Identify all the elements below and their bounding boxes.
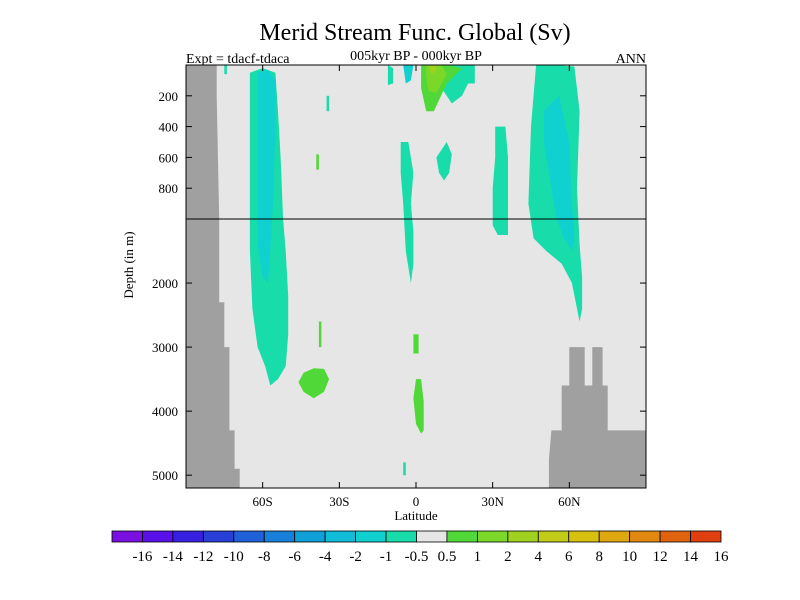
y-tick-label: 800	[159, 181, 179, 196]
y-tick-label: 600	[159, 150, 179, 165]
x-axis-label: Latitude	[394, 508, 438, 523]
x-tick-label: 30N	[481, 494, 504, 509]
contour-region	[403, 462, 406, 476]
colorbar-label: 8	[595, 549, 603, 565]
colorbar-swatch	[537, 530, 570, 543]
y-tick-label: 400	[159, 120, 179, 135]
colorbar-label: -1	[380, 549, 393, 565]
colorbar-label: -16	[132, 549, 152, 565]
contour-region	[403, 65, 414, 84]
contour-fill-layer	[224, 65, 583, 476]
y-tick-label: 2000	[152, 276, 178, 291]
colorbar-swatch	[202, 530, 235, 543]
land-mask	[186, 65, 240, 488]
colorbar-swatch	[659, 530, 691, 543]
x-tick-label: 60N	[558, 494, 581, 509]
contour-region	[436, 142, 452, 181]
period-label: 005kyr BP - 000kyr BP	[350, 49, 482, 64]
colorbar-swatch	[142, 530, 174, 543]
colorbar-label: -12	[193, 549, 213, 565]
chart-title: Merid Stream Func. Global (Sv)	[259, 20, 570, 46]
contour-region	[387, 65, 393, 85]
axis-ticks: 60S 30S 0 30N 60N 200 400 600 800 2000 3000 4000 500…	[152, 65, 646, 509]
colorbar-swatch	[690, 530, 722, 543]
contour-region	[428, 65, 437, 75]
colorbar-swatch	[568, 530, 600, 543]
colorbar-label: 10	[622, 549, 637, 565]
colorbar-label: -2	[349, 549, 362, 565]
colorbar-label: -8	[258, 549, 271, 565]
contour-region	[224, 65, 227, 75]
contour-region	[400, 142, 414, 283]
contour-region	[543, 95, 575, 251]
colorbar-swatch	[385, 530, 417, 543]
colorbar-swatch	[446, 530, 478, 543]
colorbar-label: -4	[319, 549, 332, 565]
colorbar-label: 4	[535, 549, 543, 565]
colorbar-swatch	[172, 530, 204, 543]
colorbar-label: -14	[163, 549, 183, 565]
colorbar-label: 1	[474, 549, 482, 565]
colorbar-swatch	[294, 530, 326, 543]
colorbar-swatch	[111, 530, 143, 543]
contour-region	[462, 65, 475, 84]
contour-region	[316, 154, 319, 170]
colorbar-label: 0.5	[438, 549, 457, 565]
colorbar-swatch	[416, 530, 448, 543]
colorbar-swatch	[629, 530, 661, 543]
colorbar: -16 -14 -12 -10 -8 -6 -4 -2 -1 -0.5 0.5 1 2 4 6 8 10 12 14…	[111, 530, 730, 565]
y-tick-label: 200	[159, 89, 179, 104]
colorbar-swatch	[598, 530, 631, 543]
season-label: ANN	[616, 52, 646, 67]
colorbar-label: 6	[565, 549, 573, 565]
land-mask	[548, 347, 646, 488]
y-axis-label: Depth (in m)	[121, 231, 136, 298]
x-tick-label: 30S	[329, 494, 349, 509]
colorbar-label: 2	[504, 549, 512, 565]
colorbar-label: -10	[224, 549, 244, 565]
x-tick-label: 0	[413, 494, 420, 509]
contour-region	[318, 321, 322, 348]
experiment-label: Expt = tdacf-tdaca	[186, 52, 290, 67]
colorbar-swatch	[233, 530, 265, 543]
contour-region	[492, 126, 508, 235]
contour-region	[413, 334, 419, 354]
y-tick-label: 5000	[152, 468, 178, 483]
contour-region	[413, 379, 424, 434]
colorbar-label: -6	[288, 549, 301, 565]
colorbar-swatch	[324, 530, 356, 543]
colorbar-swatch	[476, 530, 509, 543]
colorbar-label: 14	[683, 549, 699, 565]
colorbar-swatch	[263, 530, 296, 543]
colorbar-label: 16	[714, 549, 730, 565]
contour-region	[326, 95, 330, 112]
contour-region	[298, 368, 330, 399]
colorbar-swatch	[355, 530, 387, 543]
y-tick-label: 4000	[152, 404, 178, 419]
colorbar-label: -0.5	[405, 549, 429, 565]
contour-region	[257, 69, 276, 283]
y-tick-label: 3000	[152, 340, 178, 355]
land-mask-layer	[186, 65, 646, 488]
x-tick-label: 60S	[253, 494, 273, 509]
colorbar-swatch	[507, 530, 539, 543]
colorbar-label: 12	[653, 549, 668, 565]
